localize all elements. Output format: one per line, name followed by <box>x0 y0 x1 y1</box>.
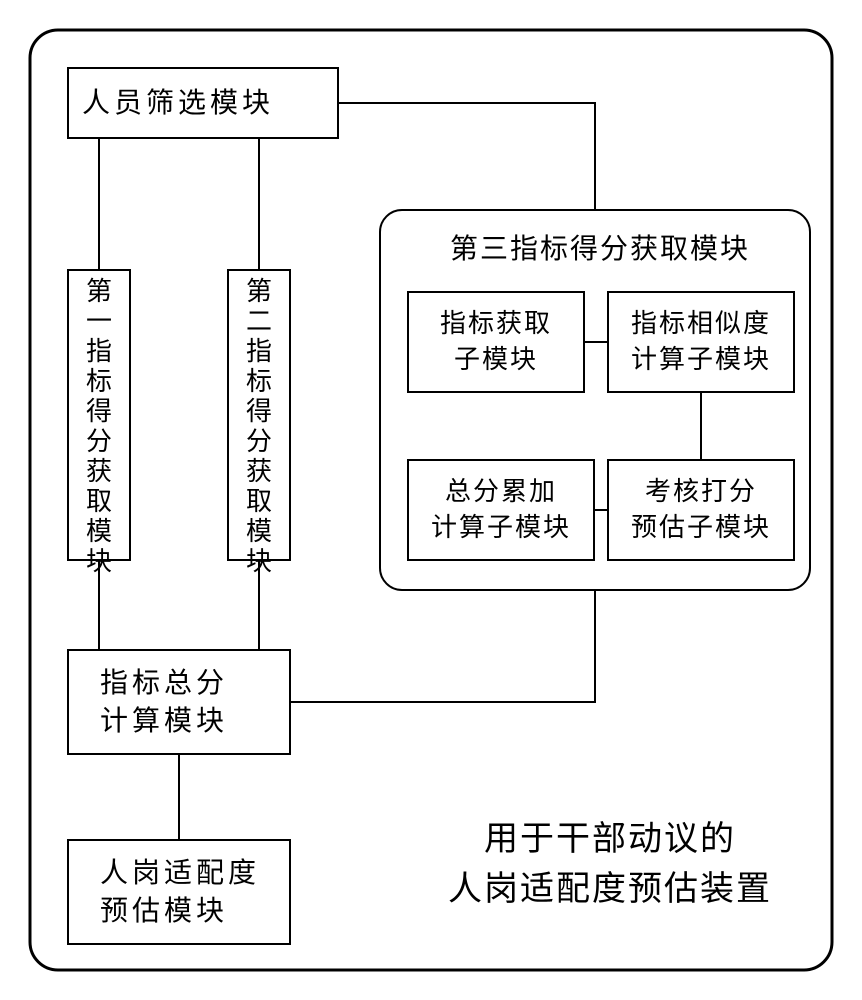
node-fit-predict <box>68 840 290 944</box>
node-second-score-char: 分 <box>246 427 272 456</box>
node-first-score-char: 获 <box>86 457 112 486</box>
node-first-score-char: 模 <box>86 517 112 546</box>
node-sub-assess-score-line2: 预估子模块 <box>631 513 771 542</box>
diagram-canvas: 人员筛选模块第一指标得分获取模块第二指标得分获取模块第三指标得分获取模块指标获取… <box>0 0 862 1000</box>
node-sub-indicator-acquire-line2: 子模块 <box>454 345 538 374</box>
node-second-score-char: 模 <box>246 517 272 546</box>
node-sub-assess-score <box>608 460 794 560</box>
node-sub-indicator-acquire-line1: 指标获取 <box>440 309 552 338</box>
label-third-score-group: 第三指标得分获取模块 <box>450 233 750 265</box>
node-sub-similarity <box>608 292 794 392</box>
node-first-score-char: 一 <box>86 307 112 336</box>
diagram-title-line2: 人岗适配度预估装置 <box>448 870 772 908</box>
label-personnel-filter: 人员筛选模块 <box>82 87 274 119</box>
node-total-calc <box>68 650 290 754</box>
node-second-score-char: 标 <box>246 367 272 396</box>
node-sub-total-accum <box>408 460 594 560</box>
diagram-title-line1: 用于干部动议的 <box>484 820 736 858</box>
node-first-score-char: 取 <box>86 487 112 516</box>
node-first-score-char: 第 <box>86 277 112 306</box>
node-second-score-char: 获 <box>246 457 272 486</box>
node-first-score-char: 指 <box>86 337 112 366</box>
node-sub-assess-score-line1: 考核打分 <box>645 477 757 506</box>
node-second-score-char: 指 <box>246 337 272 366</box>
node-fit-predict-line2: 预估模块 <box>100 895 228 927</box>
node-sub-similarity-line1: 指标相似度 <box>631 309 771 338</box>
node-total-calc-line2: 计算模块 <box>100 705 228 737</box>
node-second-score-char: 二 <box>246 307 272 336</box>
node-sub-total-accum-line1: 总分累加 <box>445 477 557 506</box>
node-second-score-char: 取 <box>246 487 272 516</box>
node-sub-indicator-acquire <box>408 292 584 392</box>
node-second-score-char: 第 <box>246 277 272 306</box>
node-first-score-char: 得 <box>86 397 112 426</box>
node-fit-predict-line1: 人岗适配度 <box>100 857 260 889</box>
node-sub-total-accum-line2: 计算子模块 <box>431 513 571 542</box>
node-total-calc-line1: 指标总分 <box>100 667 228 699</box>
node-second-score-char: 得 <box>246 397 272 426</box>
node-sub-similarity-line2: 计算子模块 <box>631 345 771 374</box>
node-first-score-char: 标 <box>86 367 112 396</box>
node-first-score-char: 分 <box>86 427 112 456</box>
